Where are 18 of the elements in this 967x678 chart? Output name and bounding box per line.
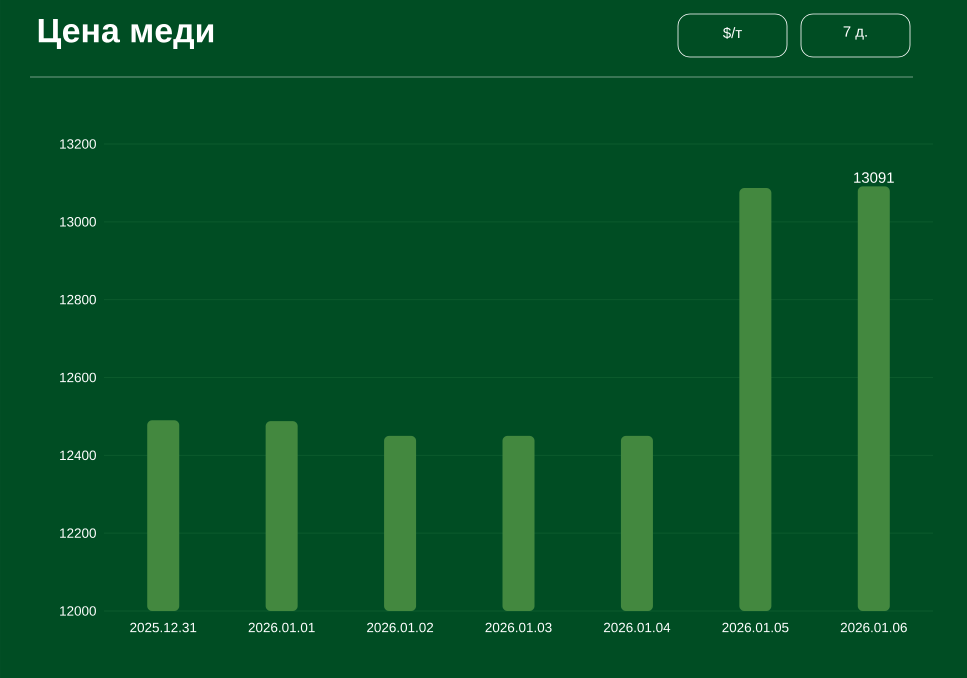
y-tick-label: 12600 <box>60 372 96 382</box>
data-label: 13091 <box>854 172 894 183</box>
y-tick-label: 12000 <box>60 606 96 616</box>
y-tick-label: 12800 <box>60 294 96 304</box>
y-tick-label: 12200 <box>60 528 96 538</box>
y-tick-label: 13000 <box>60 217 96 227</box>
x-tick-label: 2026.01.03 <box>486 622 552 632</box>
x-tick-label: 2026.01.06 <box>840 622 907 632</box>
x-tick-label: 2026.01.01 <box>248 622 315 632</box>
x-tick-label: 2026.01.04 <box>604 622 670 632</box>
text: 7 д. <box>844 26 867 40</box>
chart-title: Цена меди <box>38 18 214 50</box>
x-tick-label: 2026.01.05 <box>722 622 788 632</box>
y-tick-label: 13200 <box>60 139 96 149</box>
x-tick-label: 2025.12.31 <box>130 622 196 632</box>
x-tick-label: 2026.01.02 <box>367 622 434 632</box>
text: $/т <box>723 26 742 40</box>
y-tick-label: 12400 <box>60 450 96 460</box>
